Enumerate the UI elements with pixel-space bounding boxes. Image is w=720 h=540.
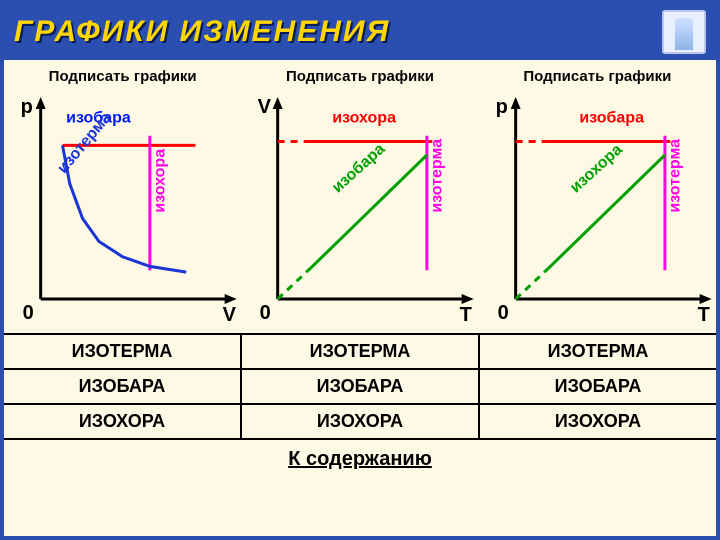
svg-text:V: V	[223, 304, 237, 326]
svg-text:T: T	[460, 304, 472, 326]
svg-text:0: 0	[497, 302, 508, 324]
subtitle-row: Подписать графики Подписать графики Подп…	[4, 60, 716, 93]
svg-text:T: T	[697, 304, 709, 326]
btn-isoterma-3[interactable]: ИЗОТЕРМА	[478, 335, 716, 368]
svg-text:изобара: изобара	[329, 140, 388, 196]
subtitle-3: Подписать графики	[479, 60, 716, 93]
chart-p-t: p T 0 изобара изотерма изохора	[479, 93, 716, 333]
btn-isochora-3[interactable]: ИЗОХОРА	[478, 405, 716, 438]
btn-isochora-2[interactable]: ИЗОХОРА	[240, 405, 478, 438]
btn-isochora-1[interactable]: ИЗОХОРА	[4, 405, 240, 438]
svg-text:0: 0	[23, 302, 34, 324]
svg-text:изохора: изохора	[567, 141, 626, 196]
btn-isoterma-1[interactable]: ИЗОТЕРМА	[4, 335, 240, 368]
chart-v-t: V T 0 изохора изотерма изобара	[241, 93, 478, 333]
subtitle-1: Подписать графики	[4, 60, 241, 93]
footer: К содержанию	[4, 440, 716, 479]
btn-isobara-1[interactable]: ИЗОБАРА	[4, 370, 240, 403]
page-title: ГРАФИКИ ИЗМЕНЕНИЯ	[14, 15, 390, 49]
svg-text:p: p	[495, 96, 507, 118]
btn-isobara-2[interactable]: ИЗОБАРА	[240, 370, 478, 403]
subtitle-2: Подписать графики	[241, 60, 478, 93]
footer-link[interactable]: К содержанию	[288, 448, 432, 470]
svg-text:V: V	[258, 96, 272, 118]
chart-p-v: pV0изобараизохораизотерма	[4, 93, 241, 333]
svg-text:изохора: изохора	[151, 149, 168, 213]
btn-isobara-3[interactable]: ИЗОБАРА	[478, 370, 716, 403]
button-grid: ИЗОТЕРМА ИЗОТЕРМА ИЗОТЕРМА ИЗОБАРА ИЗОБА…	[4, 333, 716, 440]
svg-text:изобара: изобара	[579, 109, 644, 126]
btn-isoterma-2[interactable]: ИЗОТЕРМА	[240, 335, 478, 368]
svg-text:0: 0	[260, 302, 271, 324]
svg-text:изотерма: изотерма	[429, 139, 446, 213]
beacon-icon	[662, 10, 706, 54]
svg-text:изохора: изохора	[333, 109, 397, 126]
svg-text:p: p	[21, 96, 33, 118]
title-bar: ГРАФИКИ ИЗМЕНЕНИЯ	[4, 4, 716, 60]
charts-row: p V 0 изобара изохора изотерма V T 0 изохора изот…	[4, 93, 716, 333]
svg-text:изотерма: изотерма	[666, 139, 683, 213]
